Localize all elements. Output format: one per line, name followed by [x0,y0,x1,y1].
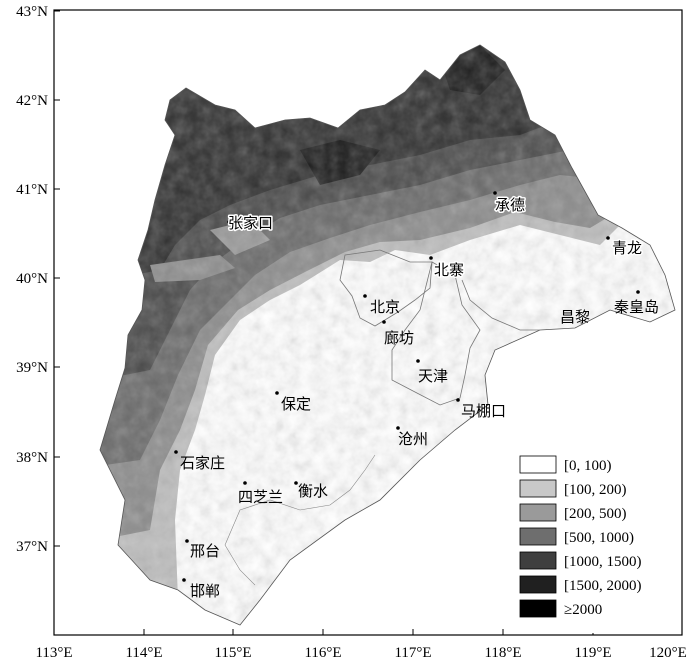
city-label: 石家庄 [180,454,225,472]
city-marker [243,481,247,485]
city-label: 沧州 [398,430,428,448]
longitude-ticks: 113°E 114°E 115°E 116°E 117°E 118°E 119°E 120°E [35,629,687,661]
city-marker [416,359,420,363]
legend-swatch [519,503,557,522]
beijing-boundary [339,249,433,327]
city-marker [174,450,178,454]
city-label: 昌黎 [560,308,590,326]
city-marker [182,578,186,582]
lon-tick-label: 118°E [484,645,521,661]
city-label: 衡水 [298,482,328,500]
city-label: 邢台 [190,542,220,560]
city-label: 北京 [370,298,400,316]
city-marker [429,256,433,260]
city-label: 邯郸 [190,582,220,600]
lon-tick-label: 117°E [394,645,431,661]
city-marker [275,391,279,395]
lat-tick-label: 37°N [16,539,48,555]
city-marker [606,236,610,240]
city-marker [456,398,460,402]
city-marker [294,481,298,485]
lon-tick-label: 119°E [574,645,611,661]
city-label: 秦皇岛 [614,298,659,316]
legend-label: [200, 500) [564,506,627,522]
lat-tick-label: 42°N [16,93,48,109]
lat-tick-label: 39°N [16,360,48,376]
legend-swatch [519,455,557,474]
legend-label: [0, 100) [564,458,612,474]
coastline [461,279,540,331]
legend-swatch [519,599,557,618]
legend-label: ≥2000 [564,602,602,618]
legend-swatch [519,479,557,498]
lat-tick-label: 41°N [16,182,48,198]
city-label: 马棚口 [461,402,506,420]
city-label: 青龙 [612,239,642,257]
lat-tick-label: 40°N [16,271,48,287]
legend-swatch [519,551,557,570]
lon-tick-label: 115°E [214,645,251,661]
city-label: 四芝兰 [238,488,283,506]
lon-tick-label: 116°E [304,645,341,661]
city-marker [185,539,189,543]
city-marker [636,290,640,294]
city-marker [396,426,400,430]
city-label: 天津 [418,367,448,385]
city-label: 廊坊 [384,329,414,347]
elevation-legend: [0, 100) [100, 200) [200, 500) [500, 1000) [… [514,450,680,633]
city-marker [363,294,367,298]
region-outline [99,44,676,626]
city-label: 张家口 [228,214,273,232]
internal-boundary [224,454,376,586]
latitude-ticks: 43°N 42°N 41°N 40°N 39°N 38°N 37°N [16,4,60,555]
plot-frame [53,9,683,636]
legend-swatch [519,527,557,546]
city-marker [227,220,231,224]
legend-label: [500, 1000) [564,530,634,546]
tianjin-boundary [391,261,481,406]
city-marker [493,191,497,195]
legend-label: [1000, 1500) [564,554,642,570]
city-label: 北寨 [434,261,464,279]
city-label: 承德 [495,196,525,214]
legend-label: [100, 200) [564,482,627,498]
city-label: 保定 [281,395,311,413]
legend-swatch [519,575,557,594]
lat-tick-label: 38°N [16,450,48,466]
legend-label: [1500, 2000) [564,578,642,594]
lon-tick-label: 114°E [125,645,162,661]
lat-tick-label: 43°N [16,4,48,20]
lon-tick-label: 113°E [35,645,72,661]
lon-tick-label: 120°E [649,645,687,661]
city-marker [382,320,386,324]
